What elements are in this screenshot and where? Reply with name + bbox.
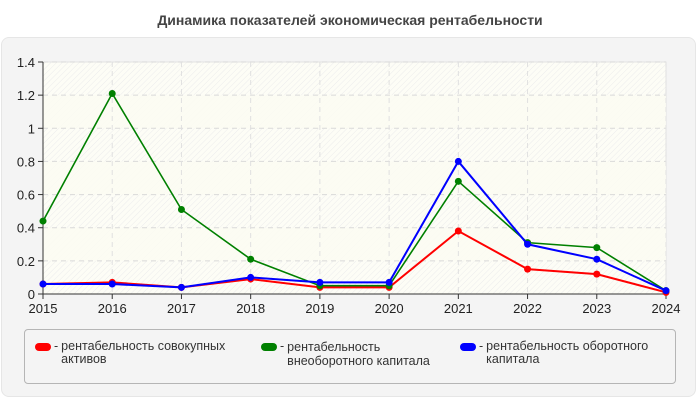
plot-area [42, 61, 667, 295]
y-tick-label: 0.2 [17, 254, 35, 269]
data-point[interactable] [385, 278, 393, 286]
legend-item-current-capital: - рентабельность оборотного капитала [460, 340, 670, 366]
legend-swatch-red [35, 343, 51, 351]
legend-item-noncurrent-capital: - рентабельность внеоборотного капитала [261, 340, 451, 368]
legend-item-total-assets: - рентабельность совокупных активов [35, 340, 245, 366]
data-point[interactable] [454, 227, 462, 235]
x-tick-label: 2024 [652, 301, 681, 316]
data-point[interactable] [454, 177, 462, 185]
x-tick-label: 2016 [98, 301, 127, 316]
grid-lines [43, 61, 667, 294]
data-point[interactable] [524, 240, 532, 248]
data-point[interactable] [247, 273, 255, 281]
data-point[interactable] [593, 244, 601, 252]
data-point[interactable] [39, 217, 47, 225]
y-tick-label: 1.2 [17, 88, 35, 103]
data-point[interactable] [662, 287, 670, 295]
legend-label: рентабельность оборотного капитала [486, 339, 649, 366]
x-tick-label: 2018 [236, 301, 265, 316]
data-point[interactable] [177, 205, 185, 213]
data-point[interactable] [108, 89, 116, 97]
x-tick-label: 2023 [582, 301, 611, 316]
y-tick-label: 0.6 [17, 188, 35, 203]
legend-swatch-green [261, 343, 277, 351]
data-series [39, 89, 670, 296]
data-point[interactable] [247, 255, 255, 263]
chart-title: Динамика показателей экономическая рента… [157, 12, 543, 28]
y-tick-label: 0 [28, 287, 35, 302]
x-tick-label: 2015 [29, 301, 58, 316]
x-tick-label: 2017 [167, 301, 196, 316]
axes: 0 0.2 0.4 0.6 0.8 1 1.2 1.4 2015 2016 2017 2018 2019… [17, 55, 681, 316]
y-tick-label: 0.8 [17, 154, 35, 169]
data-point[interactable] [39, 280, 47, 288]
series-line [39, 157, 670, 295]
legend-label: рентабельность совокупных активов [61, 339, 226, 366]
legend: - рентабельность совокупных активов - ре… [24, 329, 676, 384]
x-tick-label: 2021 [444, 301, 473, 316]
y-tick-label: 1 [28, 121, 35, 136]
x-tick-label: 2020 [375, 301, 404, 316]
y-tick-label: 0.4 [17, 221, 35, 236]
data-point[interactable] [108, 280, 116, 288]
x-tick-label: 2022 [513, 301, 542, 316]
legend-swatch-blue [460, 343, 476, 351]
y-tick-label: 1.4 [17, 55, 35, 70]
x-tick-label: 2019 [305, 301, 334, 316]
data-point[interactable] [177, 283, 185, 291]
data-point[interactable] [593, 270, 601, 278]
data-point[interactable] [593, 255, 601, 263]
data-point[interactable] [316, 278, 324, 286]
data-point[interactable] [454, 157, 462, 165]
data-point[interactable] [524, 265, 532, 273]
legend-label: рентабельность внеоборотного капитала [287, 340, 430, 368]
